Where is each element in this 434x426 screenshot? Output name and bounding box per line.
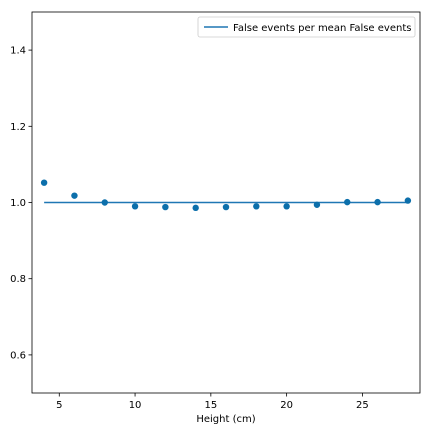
x-tick-label: 25 [356,400,369,411]
scatter-point [162,203,169,211]
x-tick-label: 5 [56,400,62,411]
y-tick-label: 0.8 [10,274,26,285]
legend: False events per mean False events [197,16,416,38]
scatter-point [404,197,412,204]
y-tick-label: 1.4 [10,46,26,57]
y-tick-label: 1.0 [10,198,26,209]
scatter-point [101,199,108,206]
series-group [40,179,412,212]
scatter-point [40,179,48,186]
x-axis-label: Height (cm) [196,414,255,425]
scatter-point [71,192,78,199]
x-tick-label: 15 [204,400,217,411]
legend-box [197,16,416,38]
scatter-point [313,201,321,208]
x-tick-label: 10 [129,400,142,411]
x-axis-ticks: 5 10 15 20 25 [56,393,369,411]
y-tick-label: 0.6 [10,350,26,361]
scatter-point [131,203,139,210]
legend-label: False events per mean False events [233,23,411,34]
x-tick-label: 20 [280,400,293,411]
y-tick-label: 1.2 [10,122,26,133]
scatter-point [344,198,351,206]
scatter-point [283,203,290,210]
scatter-point [374,198,381,206]
scatter-point [192,204,199,212]
y-axis-ticks: 0.6 0.8 1.0 1.2 1.4 [10,46,32,361]
scatter-point [222,203,230,211]
scatter-point [253,203,260,210]
